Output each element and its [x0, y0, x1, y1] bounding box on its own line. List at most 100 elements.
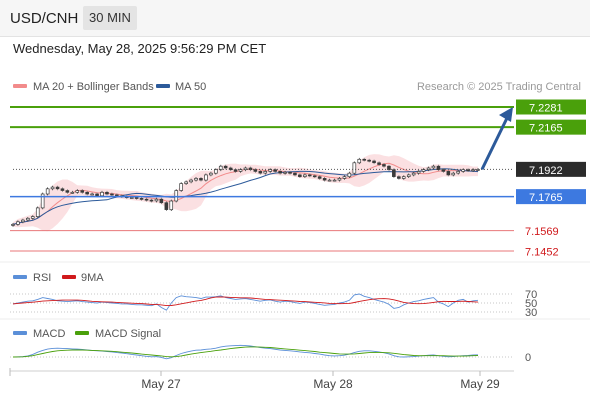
- candle-body: [253, 169, 258, 172]
- rsi-level-label: 70: [525, 289, 537, 301]
- rsi-ma-legend-label: 9MA: [81, 272, 104, 284]
- macd-legend: MACD MACD Signal: [13, 328, 161, 340]
- candle-body: [199, 178, 203, 181]
- candle-body: [90, 193, 94, 196]
- candle-body: [139, 198, 144, 200]
- pivot-label: 7.1765: [529, 192, 563, 204]
- candle-body: [179, 183, 183, 191]
- candle-body: [129, 197, 134, 199]
- support-label: 7.1569: [525, 226, 559, 238]
- x-tick-label: May 29: [460, 377, 500, 391]
- macd-panel: 0: [10, 344, 531, 364]
- price-panel: [11, 154, 480, 232]
- candle-body: [263, 171, 268, 174]
- rsi-level-label: 30: [525, 307, 537, 319]
- support-label: 7.1452: [525, 247, 559, 259]
- candle-body: [377, 162, 381, 165]
- candle-body: [397, 176, 401, 179]
- rsi-ma-legend-swatch: [62, 275, 76, 279]
- candle-body: [307, 174, 312, 177]
- candle-body: [204, 174, 208, 181]
- candle-body: [372, 160, 376, 164]
- candle-body: [189, 179, 193, 183]
- credit-text: Research © 2025 Trading Central: [417, 81, 581, 93]
- candle-body: [40, 193, 45, 209]
- candle-body: [65, 190, 70, 193]
- bollinger-band-area: [13, 154, 478, 232]
- ma50-legend-label: MA 50: [175, 81, 206, 93]
- candle-body: [416, 171, 421, 174]
- bollinger-legend-label: MA 20 + Bollinger Bands: [33, 81, 154, 93]
- rsi-ma-line: [12, 296, 479, 307]
- candle-body: [223, 165, 228, 169]
- resistance-tag: [516, 99, 586, 115]
- candle-body: [45, 188, 50, 195]
- candle-body: [401, 176, 406, 179]
- candle-body: [233, 169, 238, 172]
- macd-zero-label: 0: [525, 352, 531, 364]
- candle-body: [312, 175, 317, 178]
- candle-body: [16, 221, 20, 225]
- candle-body: [26, 217, 30, 221]
- resistance-label: 7.2165: [529, 123, 563, 135]
- candle-body: [35, 207, 40, 217]
- candle-body: [426, 167, 431, 171]
- candle-body: [80, 190, 85, 193]
- macd-signal-legend-swatch: [75, 331, 89, 335]
- candle-body: [30, 216, 35, 219]
- candle-body: [456, 171, 460, 174]
- candle-body: [21, 219, 25, 223]
- candle-body: [95, 193, 99, 197]
- candle-body: [228, 167, 233, 171]
- candle-body: [367, 159, 371, 162]
- candle-body: [476, 169, 480, 171]
- candle-body: [298, 174, 302, 177]
- macd-signal-legend-label: MACD Signal: [95, 328, 161, 340]
- candle-body: [278, 171, 282, 174]
- candle-body: [288, 171, 292, 174]
- candle-body: [461, 169, 465, 172]
- candle-body: [115, 194, 119, 197]
- candle-body: [169, 200, 174, 211]
- candle-body: [243, 167, 248, 171]
- x-tick-label: May 28: [313, 377, 353, 391]
- rsi-legend: RSI 9MA: [13, 272, 104, 284]
- candle-body: [342, 176, 347, 179]
- candle-body: [392, 169, 396, 177]
- projection-arrow-head: [499, 107, 513, 122]
- candle-body: [110, 193, 114, 196]
- last-price-label: 7.1922: [529, 165, 563, 177]
- candle-body: [293, 172, 297, 176]
- candle-body: [283, 171, 287, 174]
- candle-body: [55, 186, 60, 190]
- candle-body: [11, 224, 15, 226]
- candle-body: [322, 178, 327, 181]
- price-levels: 7.2281 7.2165 7.1922 7.1765 7.1569 7.1452: [10, 99, 586, 259]
- candle-body: [154, 198, 159, 202]
- candle-body: [436, 165, 441, 171]
- candle-body: [352, 162, 357, 174]
- rsi-legend-label: RSI: [33, 272, 51, 284]
- candle-body: [60, 188, 65, 191]
- candle-body: [362, 158, 367, 161]
- candle-body: [337, 178, 342, 181]
- candle-body: [451, 172, 456, 176]
- candle-body: [466, 169, 470, 172]
- candle-body: [238, 169, 243, 172]
- candle-body: [184, 181, 188, 184]
- chart-area: MA 20 + Bollinger Bands MA 50 Research ©…: [0, 81, 590, 391]
- timeframe-badge[interactable]: 30 MIN: [83, 6, 137, 30]
- candle-body: [303, 174, 307, 177]
- candle-body: [134, 197, 139, 199]
- candle-body: [268, 169, 273, 172]
- rsi-line: [12, 293, 479, 311]
- candle-body: [431, 165, 436, 169]
- bollinger-legend-swatch: [13, 84, 27, 88]
- resistance-tag: [516, 119, 586, 135]
- macd-signal-line: [12, 346, 479, 358]
- candle-body: [411, 172, 416, 176]
- candle-body: [105, 191, 109, 195]
- macd-legend-label: MACD: [33, 328, 65, 340]
- candle-body: [332, 179, 337, 182]
